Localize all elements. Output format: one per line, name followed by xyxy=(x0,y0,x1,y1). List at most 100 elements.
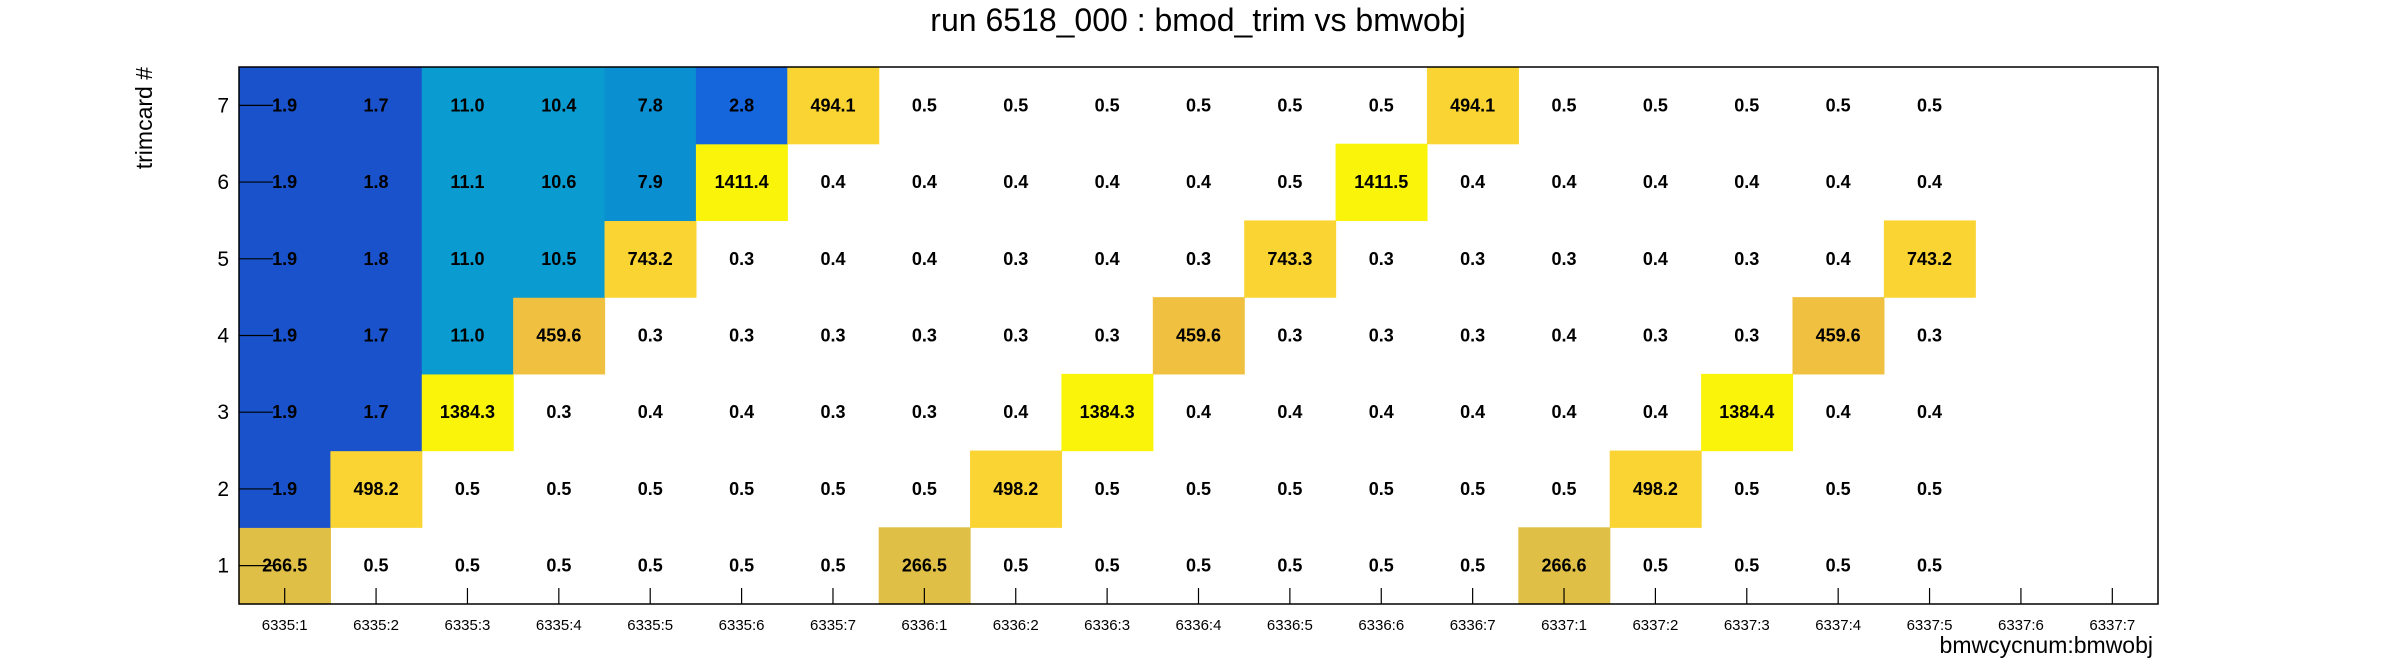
y-tick-label: 2 xyxy=(217,478,229,501)
heatmap-cell xyxy=(513,220,606,298)
cell-value-label: 11.0 xyxy=(450,95,484,115)
cell-value-label: 0.5 xyxy=(729,479,754,499)
cell-value-label: 0.4 xyxy=(1826,402,1851,422)
cell-value-label: 0.3 xyxy=(1552,249,1577,269)
x-tick-label: 6335:4 xyxy=(536,617,582,634)
cell-value-label: 498.2 xyxy=(993,479,1038,499)
cell-value-label: 1411.4 xyxy=(715,172,769,192)
cell-value-label: 266.5 xyxy=(902,556,947,576)
cell-value-label: 0.5 xyxy=(1095,479,1120,499)
cell-value-label: 0.3 xyxy=(1003,249,1028,269)
y-tick-label: 6 xyxy=(217,171,229,194)
cell-value-label: 0.3 xyxy=(1277,326,1302,346)
heatmap-cell xyxy=(604,143,697,222)
cell-value-label: 0.4 xyxy=(1277,402,1302,422)
heatmap-cell xyxy=(1244,220,1337,298)
heatmap-cell xyxy=(513,143,606,222)
cell-value-label: 0.3 xyxy=(729,249,754,269)
heatmap-cell xyxy=(695,67,788,145)
cell-value-label: 743.2 xyxy=(1907,249,1952,269)
cell-value-label: 0.5 xyxy=(1917,556,1942,576)
cell-value-label: 0.3 xyxy=(1460,326,1485,346)
cell-value-label: 0.4 xyxy=(1917,402,1942,422)
cell-value-label: 459.6 xyxy=(536,326,581,346)
cell-value-label: 0.4 xyxy=(1643,402,1668,422)
cell-value-label: 0.4 xyxy=(820,172,845,192)
heatmap-cell xyxy=(1701,373,1794,452)
x-tick-label: 6337:7 xyxy=(2089,617,2135,634)
y-tick-label: 3 xyxy=(217,401,229,424)
cell-value-label: 0.5 xyxy=(1277,556,1302,576)
cell-value-label: 0.3 xyxy=(1917,326,1942,346)
cell-value-label: 0.4 xyxy=(638,402,663,422)
cell-value-label: 0.5 xyxy=(1552,95,1577,115)
cell-value-label: 0.5 xyxy=(1734,95,1759,115)
y-tick-label: 7 xyxy=(217,94,229,117)
heatmap-cell xyxy=(1426,67,1519,145)
x-tick-label: 6336:5 xyxy=(1267,617,1313,634)
cell-value-label: 0.5 xyxy=(1552,479,1577,499)
cell-value-label: 498.2 xyxy=(1633,479,1678,499)
cell-value-label: 0.5 xyxy=(1186,556,1211,576)
x-tick-label: 6337:5 xyxy=(1907,617,1953,634)
cell-value-label: 1.7 xyxy=(364,95,389,115)
cell-value-label: 11.0 xyxy=(450,326,484,346)
heatmap-cell xyxy=(330,67,423,145)
cell-value-label: 10.4 xyxy=(541,95,576,115)
cell-value-label: 494.1 xyxy=(1450,95,1495,115)
heatmap-cell xyxy=(330,450,423,528)
cell-value-label: 0.5 xyxy=(364,556,389,576)
heatmap-cell xyxy=(421,143,514,222)
cell-value-label: 0.5 xyxy=(1095,556,1120,576)
x-tick-label: 6336:7 xyxy=(1450,617,1496,634)
cell-value-label: 0.5 xyxy=(1460,479,1485,499)
y-axis-title: trimcard # xyxy=(131,67,157,169)
cell-value-label: 0.4 xyxy=(1734,172,1759,192)
cell-value-label: 0.5 xyxy=(820,556,845,576)
heatmap-cell xyxy=(604,220,697,298)
cell-value-label: 0.5 xyxy=(1917,95,1942,115)
cell-value-label: 0.5 xyxy=(638,479,663,499)
cell-value-label: 1.7 xyxy=(364,402,389,422)
cell-value-label: 0.4 xyxy=(1095,172,1120,192)
heatmap-cell xyxy=(1152,297,1245,375)
x-axis-ticks: 6335:1 6335:2 6335:3 6335:4 6335:5 6335:6 6335… xyxy=(262,588,2135,634)
cell-value-label: 0.5 xyxy=(455,556,480,576)
cell-value-label: 459.6 xyxy=(1176,326,1221,346)
cell-value-label: 0.5 xyxy=(1643,556,1668,576)
cell-value-label: 0.4 xyxy=(1003,402,1028,422)
cell-value-label: 0.4 xyxy=(820,249,845,269)
cell-value-label: 498.2 xyxy=(354,479,399,499)
heatmap-cell xyxy=(330,143,423,222)
heatmap-cell xyxy=(330,373,423,452)
heatmap-cell xyxy=(330,220,423,298)
cell-value-label: 0.5 xyxy=(546,556,571,576)
cell-value-label: 1384.3 xyxy=(1080,402,1135,422)
cell-value-label: 0.5 xyxy=(455,479,480,499)
x-axis-title: bmwcycnum:bmwobj xyxy=(1940,632,2153,658)
cell-value-label: 0.3 xyxy=(1003,326,1028,346)
cell-value-label: 0.4 xyxy=(1369,402,1394,422)
heatmap-cell xyxy=(421,297,514,375)
cell-value-label: 0.3 xyxy=(820,402,845,422)
cell-value-label: 0.3 xyxy=(729,326,754,346)
cell-value-label: 266.5 xyxy=(262,556,307,576)
cell-value-label: 0.5 xyxy=(1917,479,1942,499)
y-axis-ticks: 1 2 3 4 5 6 7 xyxy=(217,94,273,578)
cell-value-label: 0.3 xyxy=(1734,326,1759,346)
cell-value-label: 0.3 xyxy=(1095,326,1120,346)
cell-value-label: 0.5 xyxy=(546,479,571,499)
cell-value-label: 0.3 xyxy=(1369,326,1394,346)
cell-value-label: 0.5 xyxy=(1369,95,1394,115)
cell-value-label: 1384.3 xyxy=(440,402,495,422)
cell-value-label: 0.4 xyxy=(1003,172,1028,192)
cell-value-label: 0.5 xyxy=(1003,556,1028,576)
cell-value-label: 1.9 xyxy=(272,172,297,192)
cell-value-label: 0.4 xyxy=(1826,249,1851,269)
cell-value-label: 0.5 xyxy=(1734,479,1759,499)
cell-value-label: 0.3 xyxy=(1734,249,1759,269)
x-tick-label: 6336:1 xyxy=(901,617,947,634)
heatmap-cell xyxy=(787,67,880,145)
cell-value-label: 10.5 xyxy=(541,249,576,269)
